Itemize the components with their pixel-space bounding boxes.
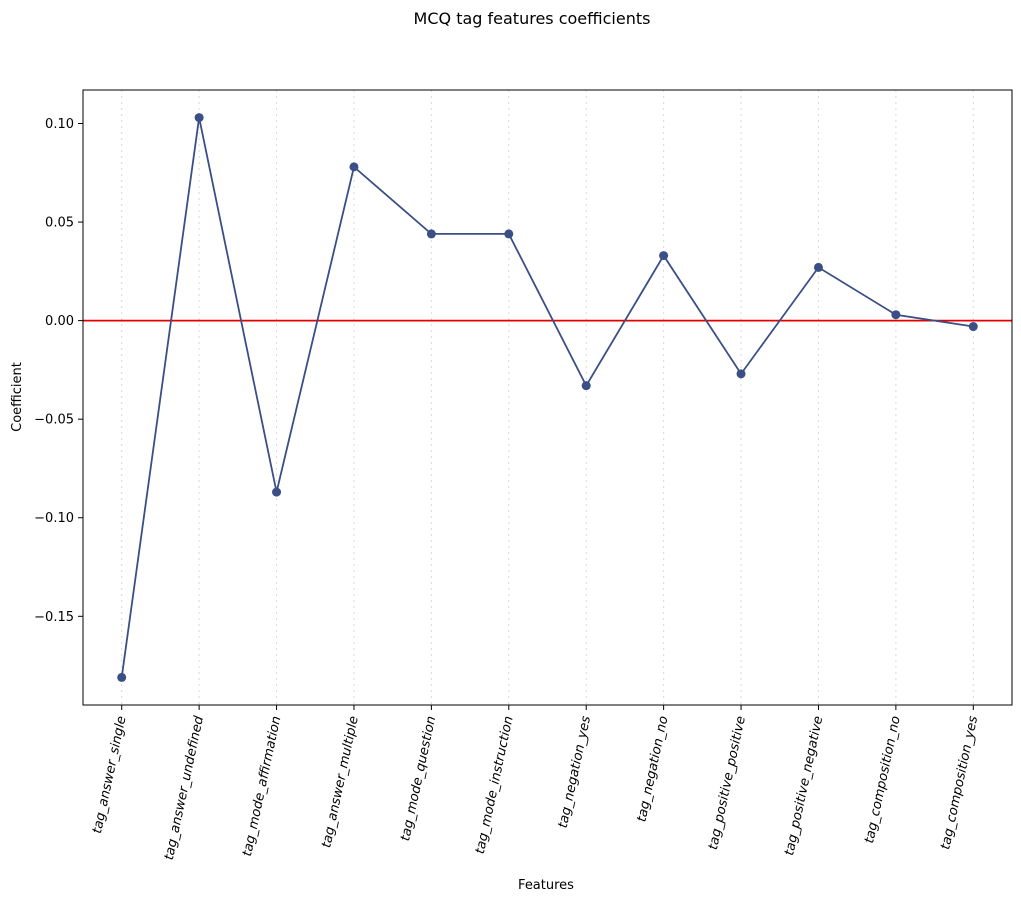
x-tick-label: tag_answer_single (90, 715, 130, 835)
data-point (891, 310, 901, 320)
data-point (504, 229, 514, 239)
series-line (120, 117, 974, 678)
data-point (349, 162, 359, 172)
x-tick-label: tag_mode_instruction (473, 715, 517, 856)
data-point (659, 251, 669, 261)
y-tick-label: 0.00 (45, 314, 74, 329)
x-tick-label: tag_mode_question (398, 715, 439, 843)
data-point (272, 487, 282, 497)
chart-title: MCQ tag features coefficients (414, 9, 651, 28)
y-tick-label: −0.15 (34, 610, 74, 625)
x-tick-label: tag_composition_yes (938, 715, 981, 851)
data-points (117, 113, 978, 682)
data-point (426, 229, 436, 239)
x-tick-label: tag_positive_positive (706, 715, 749, 851)
y-tick-label: −0.10 (34, 511, 74, 526)
y-tick-label: 0.05 (45, 216, 74, 231)
y-tick-label: −0.05 (34, 413, 74, 428)
y-axis-label: Coefficient (10, 362, 25, 432)
x-tick-label: tag_answer_multiple (319, 715, 362, 850)
plot-frame (82, 89, 1013, 706)
x-tick-label: tag_negation_no (634, 715, 671, 824)
data-point (117, 672, 127, 682)
x-grid (121, 90, 974, 705)
data-point (194, 113, 204, 123)
data-point (968, 322, 978, 332)
coefficient-line (120, 117, 974, 678)
x-axis-ticks: tag_answer_single tag_answer_undefined tag… (90, 705, 981, 862)
data-point (736, 369, 746, 379)
x-tick-label: tag_composition_no (862, 715, 904, 845)
y-axis-ticks: −0.15 −0.10 −0.05 0.00 0.05 0.10 (34, 117, 83, 625)
y-tick-label: 0.10 (45, 117, 74, 132)
x-tick-label: tag_answer_undefined (162, 714, 207, 862)
data-point (813, 262, 823, 272)
x-tick-label: tag_mode_affirmation (240, 715, 284, 858)
data-point (581, 381, 591, 391)
x-axis-label: Features (518, 878, 574, 893)
x-tick-label: tag_positive_negative (782, 715, 826, 857)
x-tick-label: tag_negation_yes (556, 714, 594, 829)
